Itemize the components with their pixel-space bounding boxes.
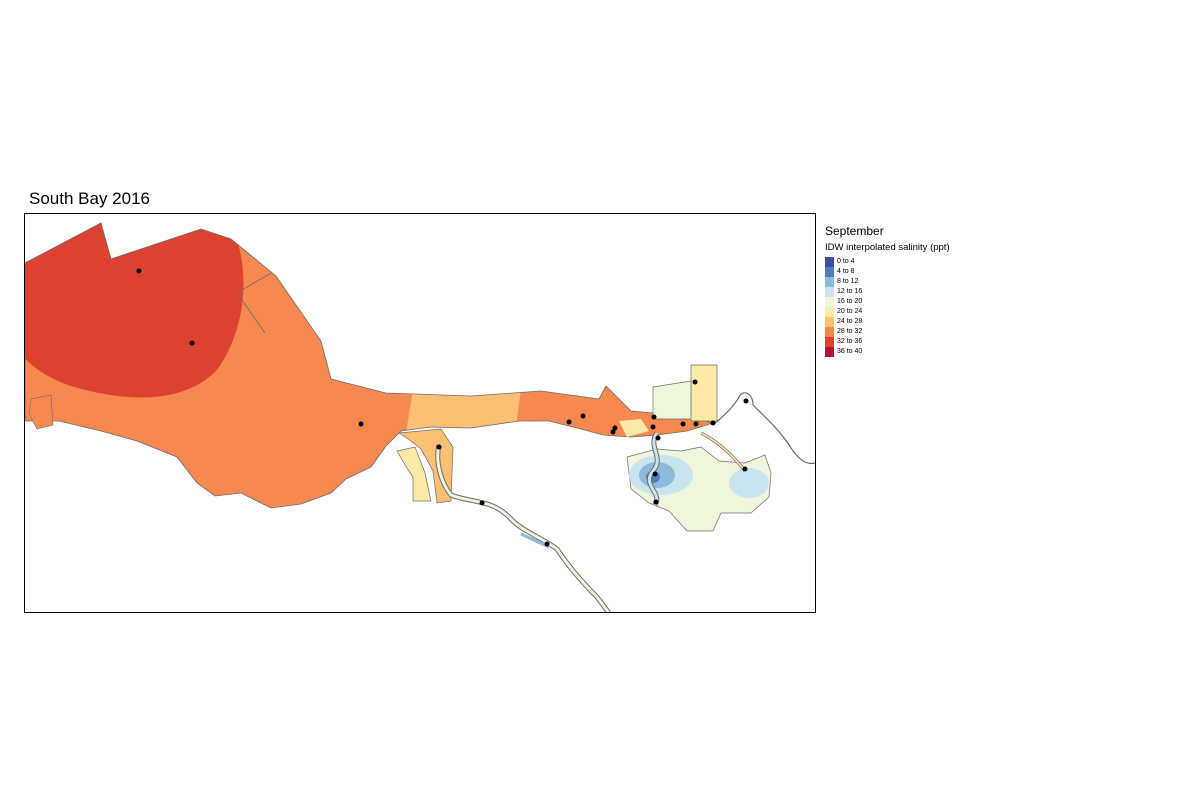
legend-item: 12 to 16 <box>825 287 950 297</box>
legend-swatch <box>825 267 834 277</box>
legend-swatch <box>825 257 834 267</box>
legend-swatch <box>825 337 834 347</box>
legend-item: 20 to 24 <box>825 307 950 317</box>
legend-title: IDW interpolated salinity (ppt) <box>825 242 950 253</box>
legend-label: 8 to 12 <box>837 278 859 285</box>
legend-swatch <box>825 297 834 307</box>
legend-item: 36 to 40 <box>825 347 950 357</box>
legend-swatch <box>825 327 834 337</box>
legend-label: 32 to 36 <box>837 338 863 345</box>
sampling-stations <box>136 268 749 547</box>
east-marsh-region <box>619 364 772 532</box>
legend-month: September <box>825 224 884 238</box>
legend-swatch <box>825 307 834 317</box>
legend-item: 28 to 32 <box>825 327 950 337</box>
legend-items: 0 to 4 4 to 8 8 to 12 12 to 16 16 to 20 20 to… <box>825 257 950 357</box>
legend-item: 8 to 12 <box>825 277 950 287</box>
legend-label: 28 to 32 <box>837 328 863 335</box>
central-pond-region <box>396 428 454 504</box>
legend-label: 20 to 24 <box>837 308 863 315</box>
legend-swatch <box>825 317 834 327</box>
legend-label: 4 to 8 <box>837 268 855 275</box>
west-islet-region <box>28 394 54 430</box>
legend-label: 12 to 16 <box>837 288 863 295</box>
legend-swatch <box>825 277 834 287</box>
river-channels <box>435 392 815 612</box>
legend-item: 24 to 28 <box>825 317 950 327</box>
legend-swatch <box>825 347 834 357</box>
map-legend: September IDW interpolated salinity (ppt… <box>825 224 950 357</box>
legend-item: 32 to 36 <box>825 337 950 347</box>
legend-item: 0 to 4 <box>825 257 950 267</box>
legend-swatch <box>825 287 834 297</box>
legend-label: 36 to 40 <box>837 348 863 355</box>
legend-label: 24 to 28 <box>837 318 863 325</box>
map-title: South Bay 2016 <box>29 189 150 208</box>
legend-label: 16 to 20 <box>837 298 863 305</box>
map-frame[interactable] <box>24 213 816 613</box>
legend-item: 16 to 20 <box>825 297 950 307</box>
legend-item: 4 to 8 <box>825 267 950 277</box>
bay-main-region <box>25 222 715 509</box>
legend-label: 0 to 4 <box>837 258 855 265</box>
